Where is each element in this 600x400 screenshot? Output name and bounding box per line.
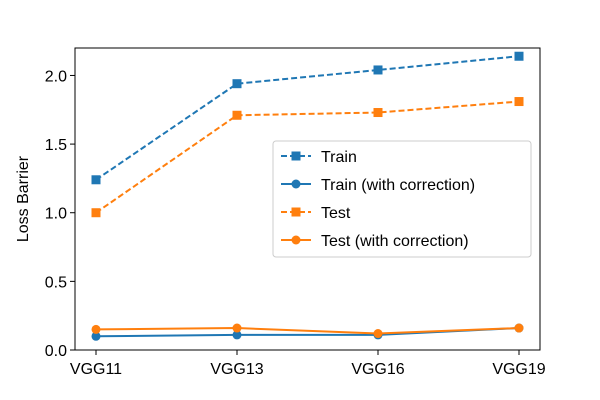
legend-label: Train (with correction) [321,177,475,194]
y-tick-label: 1.5 [45,137,67,154]
data-point [514,51,524,61]
legend-box [272,140,532,258]
y-tick-label: 1.0 [45,206,67,223]
legend-label: Test [321,205,351,222]
x-tick-label: VGG19 [492,361,545,378]
data-point [373,329,383,339]
data-point [232,79,242,89]
x-tick-label: VGG16 [351,361,404,378]
data-point [373,108,383,118]
data-point [514,97,524,107]
y-axis: 0.0 0.5 1.0 1.5 2.0 [45,68,75,360]
data-point [91,175,101,185]
data-point [232,323,242,333]
data-point [232,330,242,340]
y-tick-label: 0.0 [45,343,67,360]
legend-marker [291,235,301,245]
data-point [91,331,101,341]
y-tick-label: 2.0 [45,68,67,85]
axes-frame [74,47,541,351]
plot-area [91,51,524,341]
legend-label: Train [321,149,357,166]
data-point [373,65,383,75]
x-tick-label: VGG11 [70,361,122,378]
legend-marker [291,151,301,161]
series-line [95,327,520,335]
legend-label: Test (with correction) [321,233,469,250]
y-tick-label: 0.5 [45,274,67,291]
legend: Train Train (with correction) Test Test (wi… [272,140,532,258]
data-point [91,208,101,218]
data-point [232,110,242,120]
data-point [91,324,101,334]
series-line [95,100,520,214]
series-line [95,55,520,181]
legend-marker [291,179,301,189]
data-point [514,323,524,333]
x-tick-label: VGG13 [210,361,263,378]
y-axis-label: Loss Barrier [15,155,32,242]
legend-marker [291,207,301,217]
x-axis: VGG11 VGG13 VGG16 VGG19 [70,350,546,378]
